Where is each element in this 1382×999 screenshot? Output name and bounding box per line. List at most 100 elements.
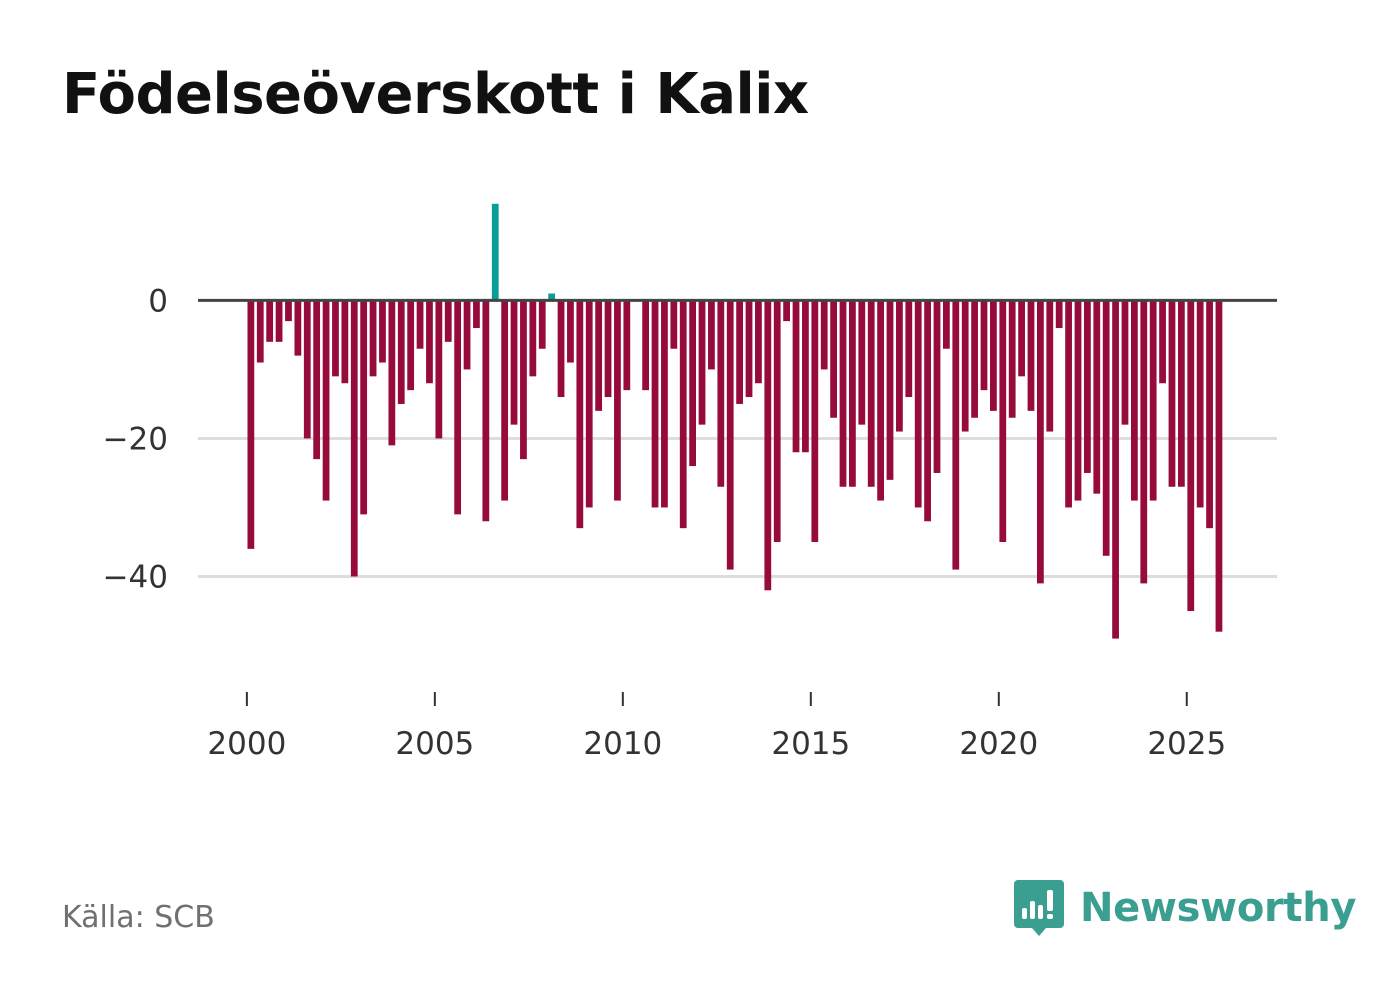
bar: [642, 300, 650, 391]
bar: [1046, 300, 1054, 432]
bar: [350, 300, 358, 577]
bar: [285, 300, 292, 322]
bar: [961, 300, 969, 432]
bar: [491, 203, 499, 301]
bar: [1215, 300, 1223, 632]
bar: [736, 300, 744, 404]
bar: [303, 300, 311, 439]
bar: [604, 300, 612, 398]
bar: [830, 300, 837, 418]
bar: [595, 300, 603, 411]
y-tick-label: −20: [103, 421, 168, 457]
bar: [623, 300, 631, 391]
bar: [557, 300, 565, 398]
bar: [397, 300, 405, 404]
bar: [943, 300, 950, 349]
bar: [933, 300, 941, 473]
brand: Newsworthy: [1012, 878, 1357, 938]
bar: [783, 300, 790, 322]
bar: [1149, 300, 1157, 501]
bar: [971, 300, 978, 418]
x-tick-label: 2015: [771, 726, 850, 762]
bar: [1093, 300, 1101, 494]
bar: [266, 300, 274, 342]
bar: [360, 300, 368, 515]
bar: [444, 300, 452, 342]
bar: [896, 300, 903, 432]
bar: [1102, 300, 1110, 556]
bar: [914, 300, 922, 508]
bar: [670, 300, 678, 349]
bar: [1055, 300, 1063, 329]
bar: [745, 300, 753, 398]
bar: [905, 300, 913, 398]
bar: [858, 300, 866, 425]
brand-name: Newsworthy: [1080, 885, 1357, 931]
bar: [1187, 300, 1195, 611]
bar: [256, 300, 264, 363]
newsworthy-logo-icon: [1014, 880, 1064, 936]
bar: [482, 300, 490, 522]
bar: [980, 300, 988, 391]
bar: [538, 300, 546, 349]
x-tick-label: 2025: [1147, 726, 1226, 762]
bar: [388, 300, 396, 446]
bar: [435, 300, 443, 439]
bar: [726, 300, 734, 570]
bar: [820, 300, 828, 370]
bar: [332, 300, 339, 377]
bar: [717, 300, 725, 487]
bar: [576, 300, 584, 529]
source-note: Källa: SCB: [62, 900, 215, 935]
x-tick-label: 2000: [207, 726, 286, 762]
bar: [867, 300, 875, 487]
bar: [1177, 300, 1185, 487]
bar: [1130, 300, 1138, 501]
x-axis: 2000 2005 2010 2015 2020 2025: [207, 692, 1226, 762]
bar: [1074, 300, 1082, 501]
x-tick-label: 2020: [959, 726, 1038, 762]
bar: [426, 300, 433, 384]
bar-layer: [247, 203, 1223, 639]
bar: [501, 300, 509, 501]
bar: [463, 300, 471, 370]
y-tick-label: 0: [148, 283, 168, 319]
bar: [1159, 300, 1166, 384]
bar: [1008, 300, 1016, 418]
bar: [792, 300, 800, 453]
bar: [275, 300, 283, 342]
bar: [1121, 300, 1129, 425]
bar: [999, 300, 1007, 542]
bar: [952, 300, 960, 570]
bar: [407, 300, 415, 391]
x-tick-label: 2010: [583, 726, 662, 762]
bar: [473, 300, 480, 329]
bar: [811, 300, 819, 542]
bar: [689, 300, 697, 467]
bar: [1037, 300, 1044, 584]
bar: [322, 300, 330, 501]
bar: [520, 300, 527, 460]
bar: [247, 300, 255, 549]
bar: [990, 300, 997, 411]
bar: [802, 300, 809, 453]
x-tick-label: 2005: [395, 726, 474, 762]
bar: [679, 300, 687, 529]
y-tick-label: −40: [103, 559, 168, 595]
bar: [708, 300, 715, 370]
bar: [1168, 300, 1176, 487]
bar: [773, 300, 781, 542]
bar: [1196, 300, 1204, 508]
bar: [1140, 300, 1148, 584]
bar: [661, 300, 668, 508]
bar: [924, 300, 931, 522]
bar: [529, 300, 537, 377]
bar: [1027, 300, 1035, 411]
bar: [839, 300, 847, 487]
bar: [294, 300, 302, 356]
chart-title: Födelseöverskott i Kalix: [62, 62, 809, 127]
bar: [764, 300, 772, 591]
bar: [1112, 300, 1119, 639]
bar: [454, 300, 462, 515]
